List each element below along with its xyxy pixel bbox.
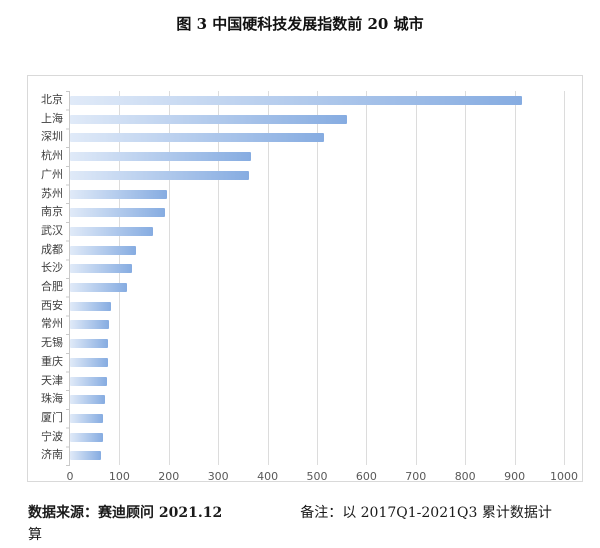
bar-row: 常州 (41, 315, 564, 334)
gridline (564, 91, 565, 465)
category-label: 苏州 (41, 186, 63, 200)
bar-row: 杭州 (41, 147, 564, 166)
bar (70, 189, 167, 199)
category-label: 长沙 (41, 261, 63, 275)
bar (70, 451, 102, 461)
category-label: 常州 (41, 317, 63, 331)
x-axis-tick-label: 300 (207, 470, 229, 483)
remark-text-line1: 备注：以 2017Q1-2021Q3 累计数据计 (300, 505, 552, 521)
category-label: 杭州 (41, 149, 63, 163)
bar (70, 152, 252, 162)
bar-row: 合肥 (41, 278, 564, 297)
plot-area: 0 100 200 300 400 500 600 700 800 900 1000 北京上海深圳杭州… (41, 91, 578, 483)
bar-row: 长沙 (41, 259, 564, 278)
bar-row: 珠海 (41, 390, 564, 409)
x-axis-tick-label: 0 (66, 470, 74, 483)
bar (70, 357, 108, 367)
x-axis-tick-label: 100 (108, 470, 130, 483)
footer-note: 数据来源：赛迪顾问 2021.12 备注：以 2017Q1-2021Q3 累计数据… (28, 503, 573, 546)
category-label: 广州 (41, 167, 63, 181)
bar (70, 96, 522, 105)
category-label: 济南 (41, 448, 63, 462)
category-label: 珠海 (41, 392, 63, 406)
category-label: 上海 (41, 111, 63, 125)
category-label: 武汉 (41, 223, 63, 237)
y-axis-ticks (66, 91, 70, 466)
bar (70, 320, 110, 330)
category-label: 天津 (41, 373, 63, 387)
bar-row: 成都 (41, 241, 564, 260)
gridline (218, 91, 220, 465)
chart-title: 图 3 中国硬科技发展指数前 20 城市 (176, 15, 424, 33)
chart-frame: 0 100 200 300 400 500 600 700 800 900 1000 北京上海深圳杭州… (27, 75, 583, 483)
bar (70, 264, 133, 274)
gridline (415, 91, 417, 465)
bar-row: 厦门 (41, 409, 564, 428)
bar-row: 武汉 (41, 222, 564, 241)
bar (70, 339, 109, 349)
bar (70, 226, 153, 236)
gridline (168, 91, 170, 465)
bar-row: 天津 (41, 372, 564, 391)
category-label: 厦门 (41, 410, 63, 424)
remark-text-line2: 算 (28, 526, 42, 543)
category-label: 西安 (41, 298, 63, 312)
data-source-text: 数据来源：赛迪顾问 2021.12 (28, 505, 223, 521)
x-axis-tick-label: 900 (504, 470, 526, 483)
bar (70, 208, 165, 218)
bar (70, 283, 128, 292)
gridline (514, 91, 516, 465)
category-label: 南京 (41, 205, 63, 219)
category-label: 重庆 (41, 354, 63, 368)
bar-row: 北京 (41, 91, 564, 110)
x-axis-tick-label: 400 (257, 470, 279, 483)
category-label: 北京 (41, 93, 63, 106)
bar-row: 无锡 (41, 334, 564, 353)
bar-row: 广州 (41, 166, 564, 185)
bar (70, 245, 136, 255)
x-axis-tick-label: 200 (158, 470, 180, 483)
bar (70, 170, 249, 180)
bar-row: 西安 (41, 297, 564, 316)
bar (70, 133, 325, 143)
bar (70, 395, 105, 405)
bar-row: 深圳 (41, 128, 564, 147)
x-axis-tick-label: 1000 (550, 470, 578, 483)
bar-row: 济南 (41, 446, 564, 465)
bar-row: 南京 (41, 203, 564, 222)
x-axis-tick-label: 800 (454, 470, 476, 483)
bar-row: 重庆 (41, 353, 564, 372)
x-axis-tick-label: 500 (306, 470, 328, 483)
gridline (267, 91, 269, 465)
bar (70, 376, 107, 386)
gridline (465, 91, 467, 465)
category-label: 宁波 (41, 429, 63, 443)
category-label: 合肥 (41, 280, 63, 293)
bar-row: 苏州 (41, 185, 564, 204)
bar-row: 上海 (41, 110, 564, 129)
bar (70, 301, 111, 311)
category-label: 成都 (41, 242, 63, 256)
category-label: 深圳 (41, 130, 63, 144)
gridline (366, 91, 368, 465)
bar-row: 宁波 (41, 428, 564, 447)
x-axis-tick-label: 700 (405, 470, 427, 483)
gridline (317, 91, 318, 465)
bar (70, 114, 347, 124)
category-label: 无锡 (41, 336, 63, 350)
bar (70, 413, 104, 423)
x-axis-tick-label: 600 (355, 470, 377, 483)
bar (70, 432, 103, 442)
gridline (119, 91, 121, 465)
